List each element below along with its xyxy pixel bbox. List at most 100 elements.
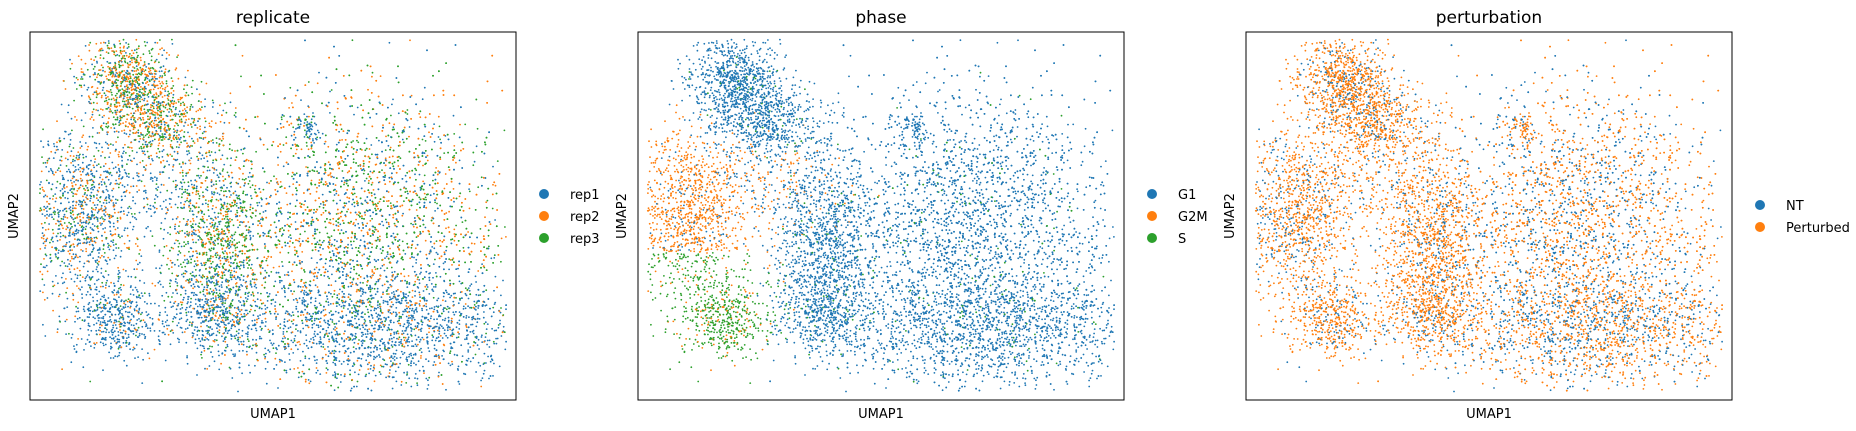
scatter-point [178,196,180,198]
scatter-point [237,337,239,339]
scatter-point [92,189,94,191]
scatter-point [425,140,427,142]
scatter-point [102,151,104,153]
scatter-point [102,218,104,220]
scatter-point [257,205,259,207]
scatter-point [98,279,100,281]
scatter-point [67,151,69,153]
scatter-point [245,246,247,248]
scatter-point [331,332,333,334]
scatter-point [87,329,89,331]
scatter-point [469,293,471,295]
scatter-point [459,383,461,385]
scatter-point [198,222,200,224]
scatter-point [129,222,131,224]
scatter-point [180,141,182,143]
scatter-point [172,85,174,87]
scatter-point [61,277,63,279]
scatter-point [204,222,206,224]
scatter-point [275,318,277,320]
scatter-point [229,310,231,312]
scatter-point [177,54,179,56]
scatter-point [174,151,176,153]
scatter-point [144,41,146,43]
scatter-point [222,168,224,170]
scatter-point [52,198,54,200]
scatter-point [206,152,208,154]
scatter-point [113,283,115,285]
scatter-point [209,125,211,127]
scatter-point [244,319,246,321]
scatter-point [42,232,44,234]
scatter-point [171,140,173,142]
scatter-point [146,133,148,135]
scatter-point [229,183,231,185]
scatter-point [159,280,161,282]
scatter-point [499,323,501,325]
scatter-point [222,154,224,156]
scatter-point [139,212,141,214]
scatter-point [184,331,186,333]
scatter-point [365,359,367,361]
scatter-point [428,131,430,133]
scatter-point [333,293,335,295]
scatter-point [124,243,126,245]
scatter-point [365,374,367,376]
scatter-point [169,234,171,236]
scatter-point [121,235,123,237]
scatter-point [478,339,480,341]
scatter-point [425,306,427,308]
scatter-point [76,190,78,192]
scatter-point [215,315,217,317]
scatter-point [448,317,450,319]
scatter-point [157,196,159,198]
scatter-point [231,338,233,340]
scatter-point [495,338,497,340]
scatter-point [188,193,190,195]
scatter-point [112,144,114,146]
scatter-point [94,66,96,68]
scatter-point [236,205,238,207]
scatter-point [137,291,139,293]
scatter-point [190,258,192,260]
scatter-point [296,172,298,174]
scatter-point [294,250,296,252]
scatter-point [433,263,435,265]
scatter-point [235,250,237,252]
scatter-point [69,268,71,270]
scatter-point [39,188,41,190]
scatter-point [297,240,299,242]
scatter-point [48,215,50,217]
scatter-point [149,131,151,133]
scatter-point [243,267,245,269]
scatter-point [43,238,45,240]
scatter-point [474,161,476,163]
scatter-point [178,250,180,252]
scatter-point [400,157,402,159]
scatter-point [137,263,139,265]
scatter-point [148,208,150,210]
scatter-point [90,227,92,229]
scatter-point [390,202,392,204]
scatter-point [433,319,435,321]
scatter-point [254,189,256,191]
scatter-point [319,331,321,333]
scatter-point [41,171,43,173]
scatter-point [118,187,120,189]
scatter-point [417,215,419,217]
scatter-point [148,136,150,138]
scatter-point [106,78,108,80]
scatter-point [293,178,295,180]
scatter-point [493,290,495,292]
scatter-point [411,330,413,332]
scatter-point [204,286,206,288]
scatter-point [291,321,293,323]
scatter-point [254,279,256,281]
scatter-point [124,227,126,229]
scatter-point [348,293,350,295]
scatter-point [158,61,160,63]
scatter-point [44,247,46,249]
scatter-point [164,246,166,248]
scatter-point [205,121,207,123]
scatter-point [172,97,174,99]
